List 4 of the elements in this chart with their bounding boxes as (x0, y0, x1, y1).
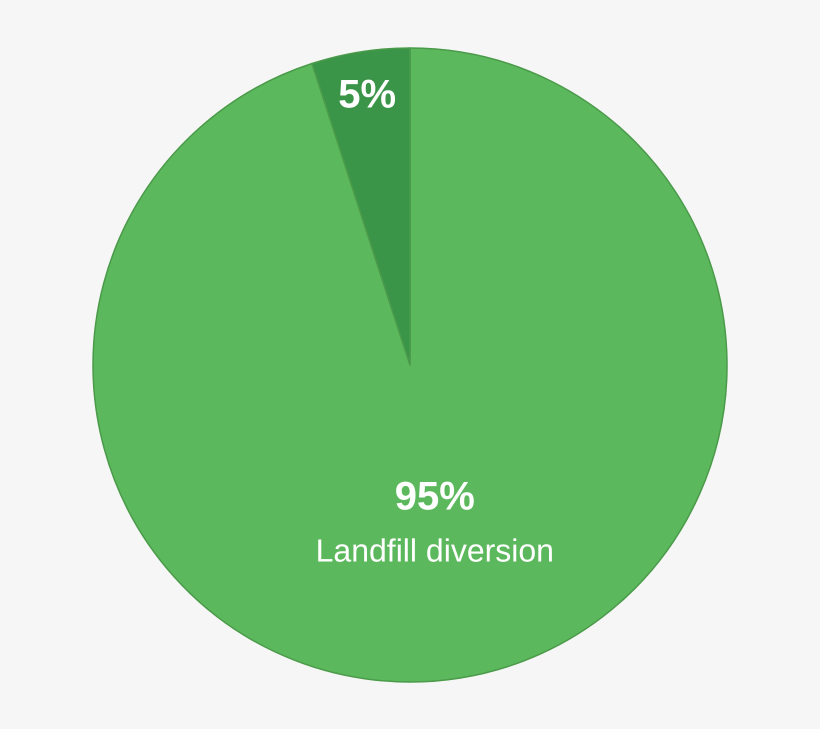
data-label: 5% (338, 72, 396, 116)
pie-slice (92, 47, 728, 683)
slice-label: Landfill diversion (316, 532, 554, 569)
data-label: 95% (394, 474, 475, 519)
